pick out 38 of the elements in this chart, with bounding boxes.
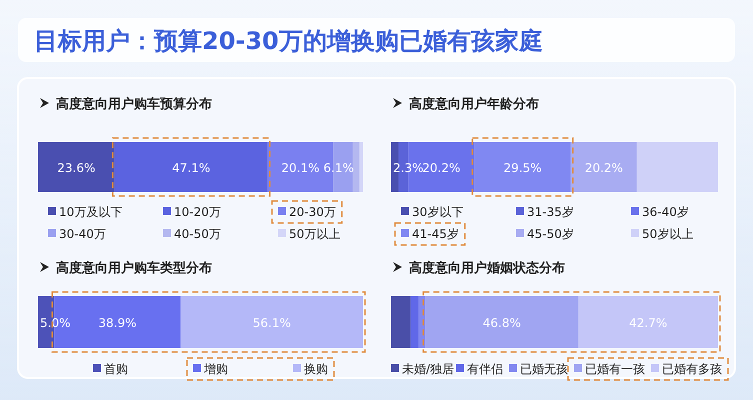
chart-title: 高度意向用户购车类型分布 bbox=[56, 260, 212, 276]
legend-label: 首购 bbox=[104, 362, 128, 376]
legend-label: 未婚/独居 bbox=[402, 362, 454, 376]
legend-label: 36-40岁 bbox=[642, 205, 689, 219]
chart-title: 目标用户：预算20-30万的增换购已婚有孩家庭 bbox=[34, 27, 543, 55]
data-label: 20.2% bbox=[422, 161, 460, 175]
data-label: 47.1% bbox=[172, 161, 210, 175]
data-label: 6.1% bbox=[323, 161, 354, 175]
legend-label: 41-45岁 bbox=[412, 227, 459, 241]
chart-title: 高度意向用户婚姻状态分布 bbox=[409, 260, 565, 276]
legend-label: 50万以上 bbox=[289, 227, 340, 241]
data-label: 56.1% bbox=[252, 316, 291, 330]
chart-subtitle: 高度意向用户购车预算分布 bbox=[56, 96, 212, 112]
legend-label: 10万及以下 bbox=[59, 205, 122, 219]
legend-label: 已婚有多孩 bbox=[662, 362, 722, 376]
legend-label: 换购 bbox=[304, 362, 328, 376]
data-label: 38.9% bbox=[98, 316, 137, 330]
data-label: 23.6% bbox=[57, 161, 96, 175]
legend-label: 45-50岁 bbox=[527, 227, 574, 241]
legend-label: 10-20万 bbox=[174, 205, 221, 219]
legend-label: 增购 bbox=[203, 362, 228, 376]
legend-label: 已婚无孩 bbox=[520, 362, 568, 376]
legend-label: 已婚有一孩 bbox=[585, 362, 645, 376]
data-label: 2.3% bbox=[393, 161, 424, 175]
legend-label: 30-40万 bbox=[59, 227, 106, 241]
chart-title: 高度意向用户年龄分布 bbox=[409, 96, 539, 112]
legend-label: 20-30万 bbox=[289, 205, 336, 219]
legend-label: 40-50万 bbox=[174, 227, 221, 241]
data-label: 5.0% bbox=[40, 316, 70, 330]
legend-label: 30岁以下 bbox=[412, 205, 464, 219]
data-label: 20.1% bbox=[281, 161, 320, 175]
data-label: 29.5% bbox=[504, 161, 542, 175]
data-label: 20.2% bbox=[584, 161, 623, 175]
legend-label: 31-35岁 bbox=[527, 205, 574, 219]
legend-label: 50岁以上 bbox=[642, 227, 694, 241]
legend-label: 有伴侣 bbox=[467, 362, 503, 376]
data-label: 46.8% bbox=[482, 316, 521, 330]
data-label: 42.7% bbox=[629, 316, 668, 330]
